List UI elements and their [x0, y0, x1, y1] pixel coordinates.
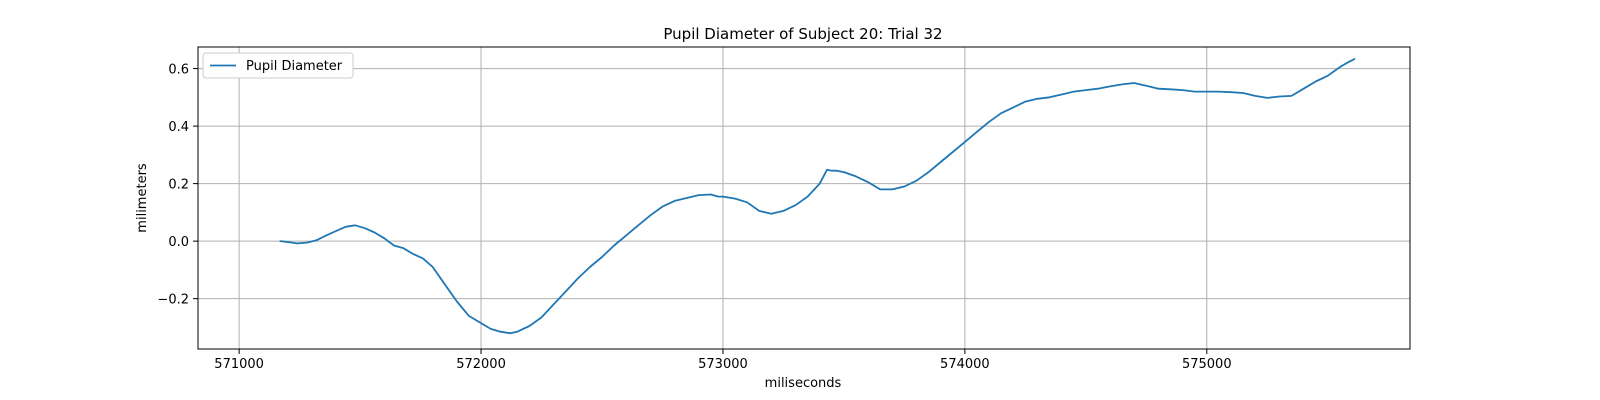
x-tick-label: 574000	[940, 357, 990, 372]
x-axis-label: miliseconds	[765, 376, 842, 391]
x-tick-label: 573000	[698, 357, 748, 372]
y-tick-label: 0.6	[168, 63, 189, 78]
legend-box	[202, 52, 354, 79]
grid-lines	[198, 47, 1410, 349]
y-axis-ticks: −0.2 0.0 0.2 0.4 0.6	[157, 63, 198, 308]
x-axis-ticks: 571000 572000 573000 574000 575000	[214, 349, 1232, 372]
chart-title: Pupil Diameter of Subject 20: Trial 32	[663, 25, 942, 43]
x-tick-label: 571000	[214, 357, 264, 372]
y-tick-label: 0.4	[168, 120, 189, 135]
y-axis-label: milimeters	[135, 163, 150, 233]
series-line-pupil-diameter	[279, 58, 1356, 335]
y-tick-label: 0.0	[168, 235, 189, 250]
y-tick-label: 0.2	[168, 178, 189, 193]
legend: Pupil Diameter	[202, 52, 354, 79]
x-tick-label: 572000	[456, 357, 506, 372]
y-tick-label: −0.2	[157, 293, 189, 308]
plot-frame	[197, 46, 1411, 350]
legend-label: Pupil Diameter	[246, 59, 343, 74]
x-tick-label: 575000	[1182, 357, 1232, 372]
